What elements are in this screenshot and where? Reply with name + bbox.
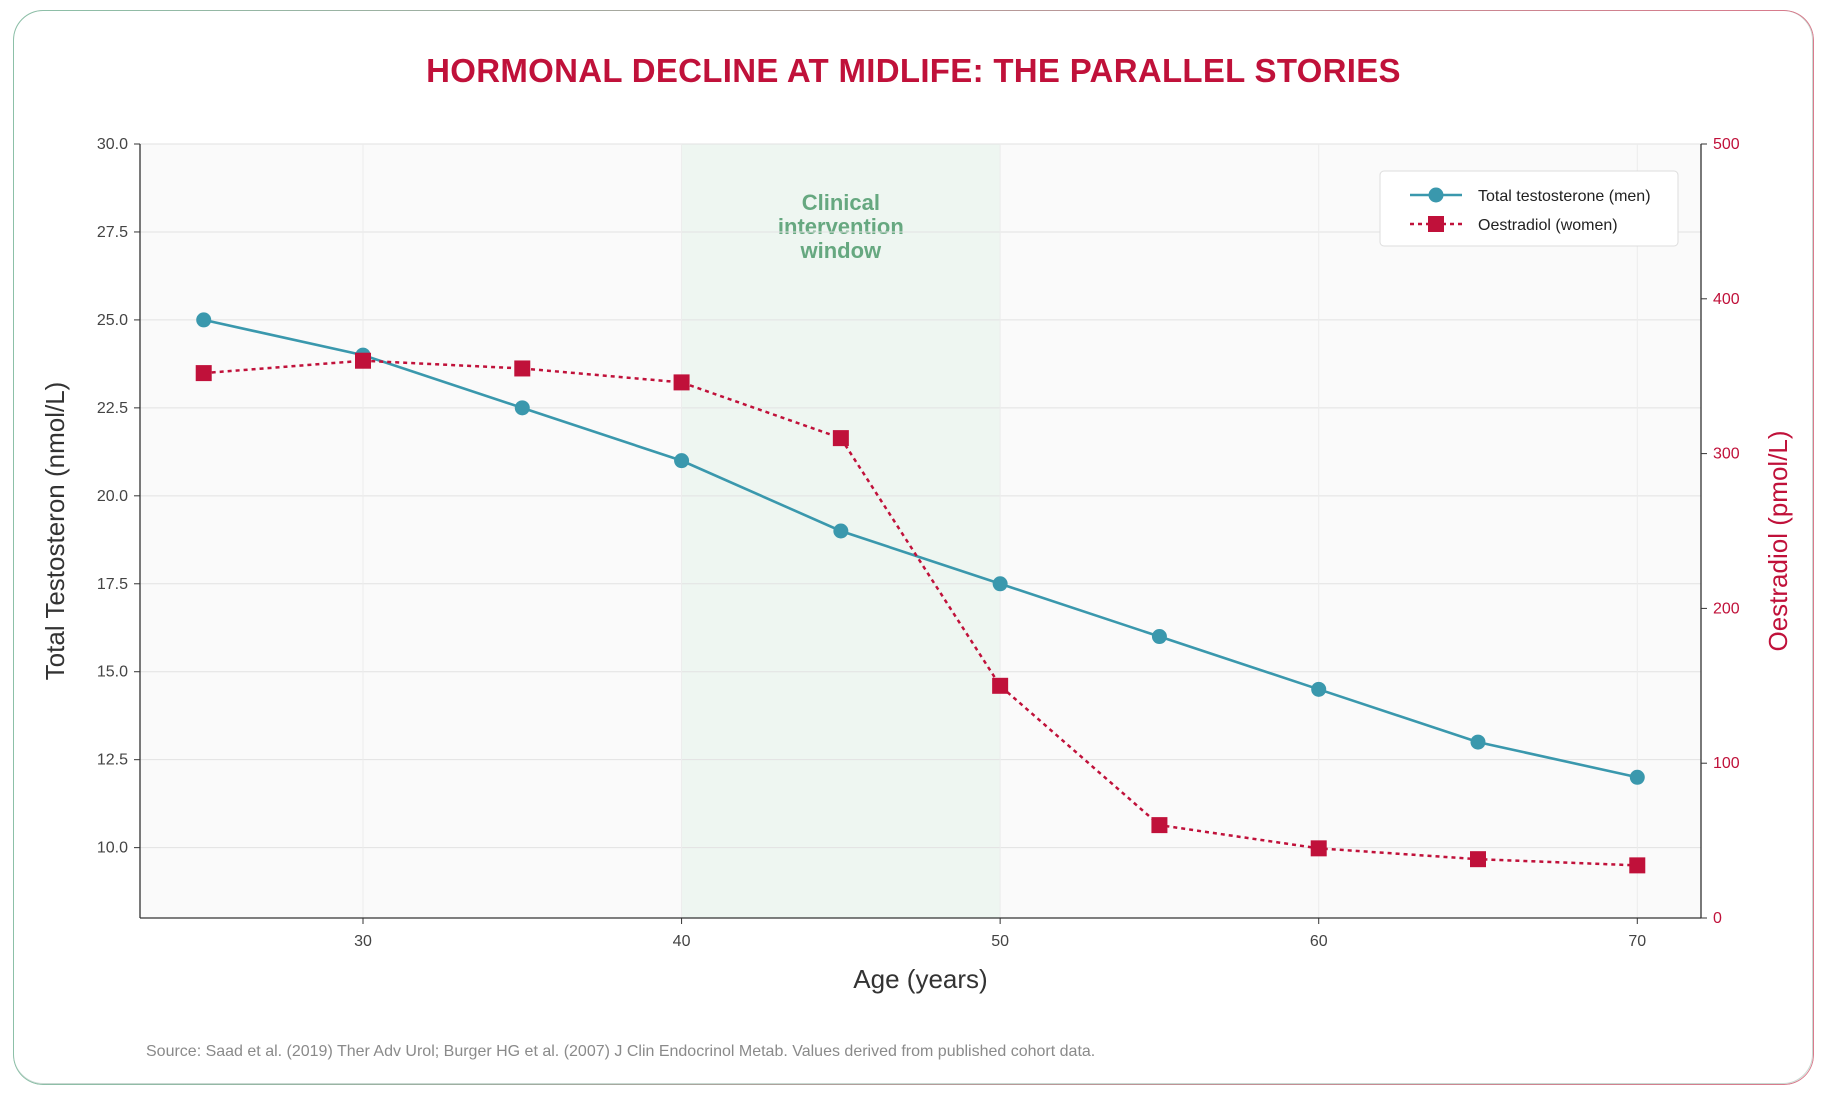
y-tick-label: 15.0 <box>97 664 128 681</box>
testosterone-line <box>203 318 1638 779</box>
testosterone-point <box>1311 681 1327 697</box>
intervention-window-label: intervention <box>778 214 904 239</box>
y-tick-label: 25.0 <box>97 312 128 329</box>
y-right-tick-label: 400 <box>1713 291 1740 308</box>
y-tick-label: 30.0 <box>97 136 128 153</box>
x-tick-label: 40 <box>673 933 691 950</box>
legend-marker-square <box>1428 216 1444 232</box>
y-right-tick-label: 0 <box>1713 910 1722 927</box>
legend-box <box>1379 170 1679 247</box>
y-tick-label: 12.5 <box>97 752 128 769</box>
x-axis-label: Age (years) <box>853 964 987 994</box>
source-note: Source: Saad et al. (2019) Ther Adv Urol… <box>146 1043 1096 1060</box>
x-tick-label: 50 <box>991 933 1009 950</box>
legend-label: Total testosterone (men) <box>1478 188 1651 205</box>
y-right-tick-label: 200 <box>1713 600 1740 617</box>
oestradiol-point <box>514 360 531 377</box>
y-axis-label-right: Oestradiol (pmol/L) <box>1763 430 1793 651</box>
y-right-tick-label: 100 <box>1713 755 1740 772</box>
testosterone-point <box>1470 734 1486 750</box>
x-tick-label: 30 <box>354 933 372 950</box>
y-tick-label: 17.5 <box>97 576 128 593</box>
legend-marker-circle <box>1428 187 1444 203</box>
y-tick-label: 20.0 <box>97 488 128 505</box>
oestradiol-point <box>673 374 690 391</box>
testosterone-point <box>1629 769 1645 785</box>
testosterone-point <box>674 453 690 469</box>
oestradiol-point <box>1310 840 1327 857</box>
oestradiol-point <box>195 365 212 382</box>
chart-title: HORMONAL DECLINE AT MIDLIFE: THE PARALLE… <box>426 52 1401 89</box>
x-tick-label: 60 <box>1310 933 1328 950</box>
x-tick-label: 70 <box>1628 933 1646 950</box>
testosterone-point <box>196 312 212 328</box>
testosterone-point <box>514 400 530 416</box>
series-testosterone <box>196 312 1645 785</box>
oestradiol-point <box>1629 857 1646 874</box>
testosterone-point <box>992 576 1008 592</box>
testosterone-point <box>833 523 849 539</box>
series-oestradiol <box>195 352 1646 874</box>
y-tick-label: 22.5 <box>97 400 128 417</box>
y-tick-label: 27.5 <box>97 224 128 241</box>
y-right-tick-label: 300 <box>1713 446 1740 463</box>
intervention-window-label: window <box>800 238 883 263</box>
oestradiol-point <box>992 677 1009 694</box>
oestradiol-point <box>832 430 849 447</box>
y-axis-label-left: Total Testosteron (nmol/L) <box>40 382 70 681</box>
testosterone-point <box>1151 629 1167 645</box>
oestradiol-point <box>355 352 371 369</box>
y-tick-label: 10.0 <box>97 840 128 857</box>
oestradiol-line <box>203 359 1638 867</box>
oestradiol-point <box>1470 851 1486 868</box>
legend-label: Oestradiol (women) <box>1478 217 1618 234</box>
intervention-window-label: Clinical <box>802 190 880 215</box>
y-right-tick-label: 500 <box>1713 136 1740 153</box>
oestradiol-point <box>1151 817 1168 834</box>
